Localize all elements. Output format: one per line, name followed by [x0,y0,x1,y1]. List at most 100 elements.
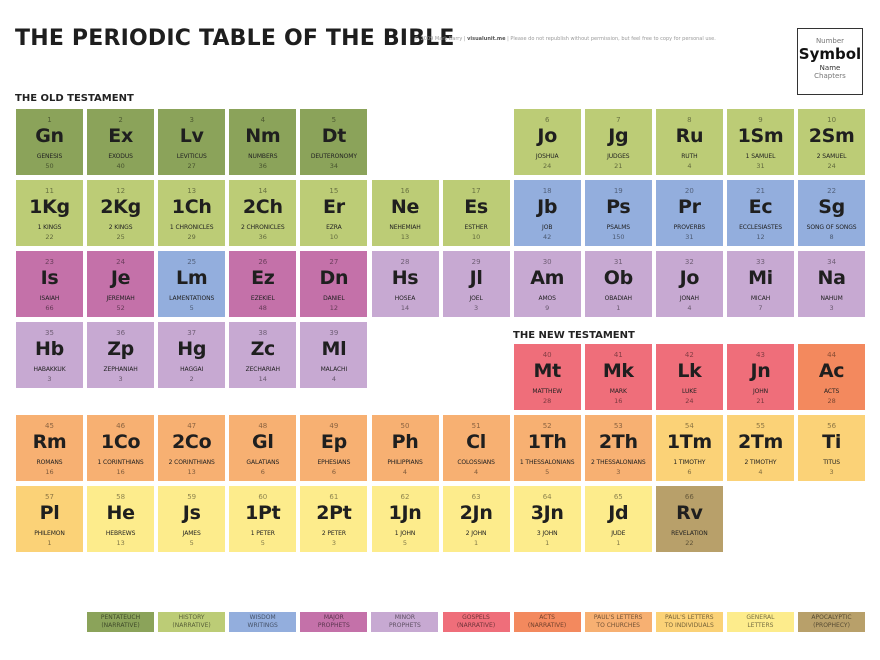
book-cell[interactable]: 47 2Co 2 CORINTHIANS 13 [158,415,226,481]
book-cell[interactable]: 29 Jl JOEL 3 [442,251,510,317]
book-cell[interactable]: 32 Jo JONAH 4 [655,251,723,317]
book-chapters: 36 [258,233,267,241]
book-cell[interactable]: 35 Hb HABAKKUK 3 [16,322,83,388]
book-name: ZEPHANIAH [103,366,138,373]
book-cell[interactable]: 40 Mt MATTHEW 28 [513,344,581,410]
book-name: ROMANS [36,459,63,466]
book-cell[interactable]: 14 2Ch 2 CHRONICLES 36 [229,180,297,246]
book-cell[interactable]: 13 1Ch 1 CHRONICLES 29 [158,180,226,246]
book-number: 62 [400,493,410,501]
book-cell[interactable]: 55 2Tm 2 TIMOTHY 4 [727,415,794,481]
book-number: 19 [613,187,623,195]
book-cell[interactable]: 65 Jd JUDE 1 [584,486,652,552]
book-cell[interactable]: 19 Ps PSALMS 150 [584,180,652,246]
book-cell[interactable]: 24 Je JEREMIAH 52 [87,251,155,317]
book-cell[interactable]: 33 Mi MICAH 7 [727,251,794,317]
book-cell[interactable]: 17 Es ESTHER 10 [442,180,510,246]
book-cell[interactable]: 7 Jg JUDGES 21 [584,109,652,175]
book-cell[interactable]: 66 Rv REVELATION 22 [655,486,723,552]
book-cell[interactable]: 59 Js JAMES 5 [158,486,226,552]
book-cell[interactable]: 61 2Pt 2 PETER 3 [300,486,368,552]
book-number: 7 [616,116,621,124]
book-cell[interactable]: 21 Ec ECCLESIASTES 12 [727,180,794,246]
book-cell[interactable]: 16 Ne NEHEMIAH 13 [371,180,439,246]
book-number: 28 [400,258,410,266]
book-cell[interactable]: 51 Cl COLOSSIANS 4 [442,415,510,481]
book-symbol: Ru [675,125,704,147]
book-number: 9 [758,116,763,124]
book-symbol: Sg [818,196,845,218]
book-number: 45 [45,422,54,430]
book-cell[interactable]: 63 2Jn 2 JOHN 1 [442,486,510,552]
book-cell[interactable]: 43 Jn JOHN 21 [727,344,794,410]
book-cell[interactable]: 18 Jb JOB 42 [513,180,581,246]
book-number: 16 [400,187,410,195]
book-cell[interactable]: 22 Sg SONG OF SONGS 8 [798,180,866,246]
book-cell[interactable]: 30 Am AMOS 9 [513,251,581,317]
book-cell[interactable]: 9 1Sm 1 SAMUEL 31 [727,109,794,175]
book-cell[interactable]: 50 Ph PHILIPPIANS 4 [371,415,439,481]
book-cell[interactable]: 2 Ex EXODUS 40 [87,109,155,175]
book-cell[interactable]: 46 1Co 1 CORINTHIANS 16 [87,415,155,481]
book-cell[interactable]: 42 Lk LUKE 24 [655,344,723,410]
book-cell[interactable]: 54 1Tm 1 TIMOTHY 6 [655,415,723,481]
book-symbol: 2Kg [100,196,141,218]
book-number: 17 [471,187,481,195]
book-cell[interactable]: 60 1Pt 1 PETER 5 [229,486,297,552]
book-cell[interactable]: 11 1Kg 1 KINGS 22 [16,180,83,246]
book-cell[interactable]: 39 Ml MALACHI 4 [300,322,368,388]
book-cell[interactable]: 45 Rm ROMANS 16 [16,415,83,481]
book-cell[interactable]: 28 Hs HOSEA 14 [371,251,439,317]
book-chapters: 4 [758,468,763,476]
book-cell[interactable]: 41 Mk MARK 16 [584,344,652,410]
section-old-testament: THE OLD TESTAMENT [15,93,134,104]
book-symbol: 1Sm [737,125,784,147]
section-new-testament: THE NEW TESTAMENT [513,330,635,341]
book-name: 2 KINGS [108,224,133,231]
book-cell[interactable]: 34 Na NAHUM 3 [798,251,866,317]
book-symbol: Er [323,196,345,218]
book-cell[interactable]: 12 2Kg 2 KINGS 25 [87,180,155,246]
book-cell[interactable]: 3 Lv LEVITICUS 27 [158,109,226,175]
book-cell[interactable]: 38 Zc ZECHARIAH 14 [229,322,297,388]
book-cell[interactable]: 26 Ez EZEKIEL 48 [229,251,297,317]
book-number: 40 [542,351,552,359]
book-cell[interactable]: 25 Lm LAMENTATIONS 5 [158,251,226,317]
book-cell[interactable]: 58 He HEBREWS 13 [87,486,155,552]
book-chapters: 31 [756,162,765,170]
book-cell[interactable]: 57 Pl PHILEMON 1 [16,486,83,552]
book-cell[interactable]: 6 Jo JOSHUA 24 [513,109,581,175]
book-cell[interactable]: 31 Ob OBADIAH 1 [584,251,652,317]
book-cell[interactable]: 53 2Th 2 THESSALONIANS 3 [584,415,652,481]
book-cell[interactable]: 44 Ac ACTS 28 [798,344,866,410]
book-cell[interactable]: 49 Ep EPHESIANS 6 [300,415,368,481]
book-cell[interactable]: 23 Is ISAIAH 66 [16,251,83,317]
book-cell[interactable]: 5 Dt DEUTERONOMY 34 [300,109,368,175]
book-chapters: 27 [187,162,196,170]
book-cell[interactable]: 1 Gn GENESIS 50 [16,109,83,175]
book-cell[interactable]: 10 2Sm 2 SAMUEL 24 [798,109,866,175]
book-number: 34 [827,258,837,266]
credit-site-link[interactable]: visualunit.me [467,36,506,42]
book-cell[interactable]: 37 Hg HAGGAI 2 [158,322,226,388]
book-chapters: 24 [827,162,836,170]
book-cell[interactable]: 62 1Jn 1 JOHN 5 [371,486,439,552]
book-cell[interactable]: 4 Nm NUMBERS 36 [229,109,297,175]
book-name: EZRA [326,224,342,231]
book-cell[interactable]: 27 Dn DANIEL 12 [300,251,368,317]
book-cell[interactable]: 52 1Th 1 THESSALONIANS 5 [513,415,581,481]
book-name: ACTS [823,388,840,395]
book-cell[interactable]: 20 Pr PROVERBS 31 [655,180,723,246]
book-cell[interactable]: 56 Ti TITUS 3 [798,415,866,481]
book-cell[interactable]: 64 3Jn 3 JOHN 1 [513,486,581,552]
book-cell[interactable]: 48 Gl GALATIANS 6 [229,415,297,481]
book-chapters: 12 [329,304,339,312]
book-symbol: Pl [39,502,60,524]
key-name: Name [819,64,841,72]
book-cell[interactable]: 15 Er EZRA 10 [300,180,368,246]
book-number: 6 [544,116,550,124]
book-cell[interactable]: 8 Ru RUTH 4 [655,109,723,175]
book-name: 1 SAMUEL [745,153,776,160]
book-symbol: Lk [677,360,702,382]
book-cell[interactable]: 36 Zp ZEPHANIAH 3 [87,322,155,388]
